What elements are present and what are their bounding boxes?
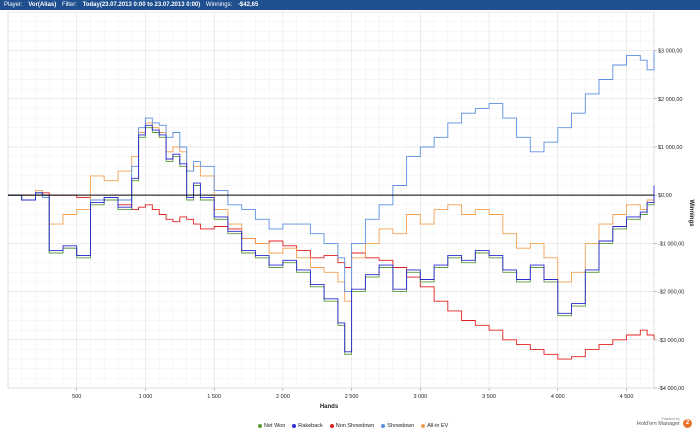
x-tick-label: 2 500: [345, 394, 359, 400]
y-tick-label: $3 000,00: [658, 49, 682, 55]
x-tick-label: 1 500: [207, 394, 221, 400]
legend-item[interactable]: Rakeback: [292, 422, 323, 430]
x-axis-label: Hands: [320, 404, 339, 410]
winnings-chart: $3 000,00 $2 000,00 $1 000,00 $0,00 -$1 000,…: [7, 11, 694, 410]
legend-swatch: [381, 424, 386, 428]
legend-swatch: [421, 424, 426, 428]
legend: Net Won Rakeback Non Showdown Showdown All-i…: [258, 422, 448, 430]
brand-name: Hold'em Manager: [636, 420, 680, 427]
x-tick-label: 500: [72, 394, 81, 400]
filter-label: Filter:: [61, 2, 77, 8]
legend-item[interactable]: Showdown: [381, 422, 414, 430]
winnings-value: -$42,65: [237, 2, 259, 8]
y-tick-label: -$3 000,00: [658, 338, 684, 344]
series-line-rakeback: [8, 124, 655, 353]
filter-value: Today(23.07.2013 0:00 to 23.07.2013 0:00…: [82, 2, 201, 8]
x-tick-label: 4 000: [551, 394, 565, 400]
y-tick-label: -$4 000,00: [658, 386, 684, 392]
winnings-label: Winnings:: [205, 2, 233, 8]
legend-swatch: [292, 424, 297, 428]
y-tick-label: $0,00: [658, 193, 672, 199]
x-tick-label: 3 000: [413, 394, 427, 400]
legend-label: Non Showdown: [335, 423, 375, 429]
hem-logo-icon: 2: [683, 419, 692, 428]
brand: Hold'em Manager 2: [637, 419, 692, 428]
y-tick-label: -$2 000,00: [658, 290, 684, 296]
legend-item[interactable]: Non Showdown: [329, 422, 375, 430]
series-group: [8, 50, 655, 360]
x-tick-label: 4 500: [620, 394, 634, 400]
y-tick-label: $1 000,00: [658, 145, 682, 151]
player-value: Vor(Alias): [28, 2, 57, 8]
legend-label: Rakeback: [298, 423, 323, 429]
legend-swatch: [258, 424, 262, 428]
legend-item[interactable]: Net Won: [258, 422, 285, 430]
legend-item[interactable]: All-in EV: [421, 422, 448, 430]
x-tick-label: 3 500: [482, 394, 496, 400]
legend-label: Net Won: [264, 423, 286, 429]
series-line-showdown: [8, 50, 655, 293]
legend-swatch: [329, 424, 334, 428]
title-bar: Player: Vor(Alias) Filter: Today(23.07.2…: [0, 0, 700, 10]
legend-label: Showdown: [387, 423, 415, 429]
series-line-non-showdown: [8, 192, 655, 360]
x-tick-label: 2 000: [276, 394, 290, 400]
brand-subtitle: Powered by: [661, 417, 680, 421]
legend-label: All-in EV: [427, 423, 449, 429]
y-tick-label: $2 000,00: [658, 97, 682, 103]
y-tick-label: -$1 000,00: [658, 241, 684, 247]
x-tick-label: 1 000: [139, 394, 153, 400]
x-axis-ticks: 500 1 000 1 500 2 000 2 500 3 000 3 500 4 000 4 …: [72, 388, 633, 400]
player-label: Player:: [4, 2, 23, 8]
y-axis-label: Winnings: [688, 200, 694, 228]
y-axis-ticks: $3 000,00 $2 000,00 $1 000,00 $0,00 -$1 000,…: [654, 49, 684, 392]
